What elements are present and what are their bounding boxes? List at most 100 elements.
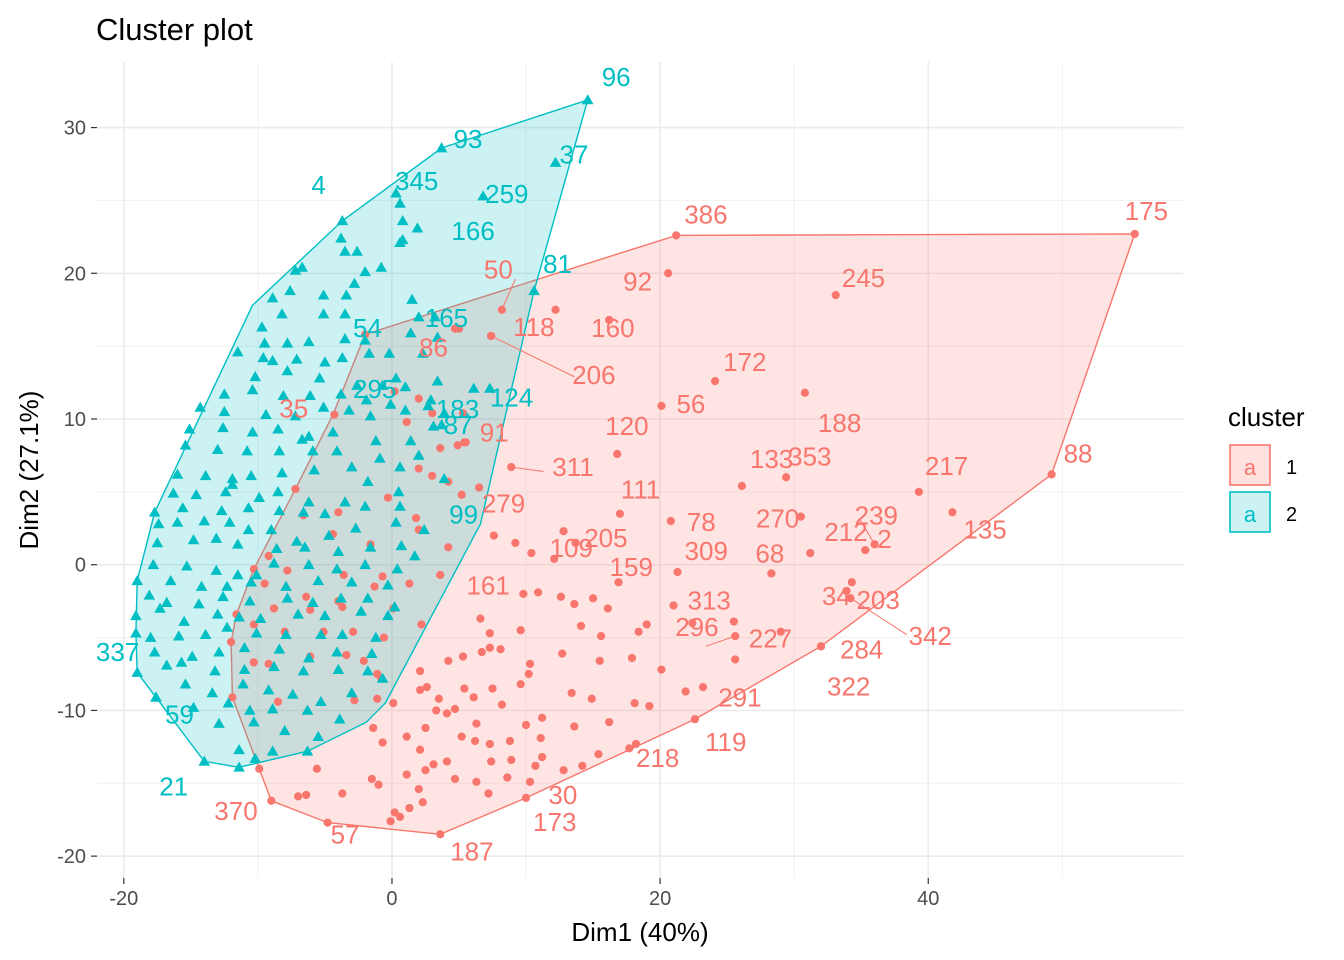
point-cluster-1 (450, 704, 460, 714)
point-cluster-1 (597, 632, 606, 641)
point-cluster-2 (383, 347, 396, 358)
point-cluster-2 (370, 631, 382, 642)
label-leader-line (859, 519, 876, 545)
point-cluster-1 (414, 394, 423, 403)
point-label: 206 (572, 360, 615, 390)
chart-title: Cluster plot (96, 12, 253, 47)
point-cluster-1 (405, 579, 414, 588)
point-cluster-2 (148, 506, 161, 517)
point-label: 34 (822, 581, 851, 611)
point-label: 160 (591, 313, 634, 343)
point-cluster-1 (361, 330, 370, 339)
point-cluster-2 (296, 433, 308, 444)
point-cluster-2 (130, 627, 142, 638)
point-cluster-1 (576, 621, 586, 631)
point-cluster-2 (376, 672, 389, 683)
point-label: 205 (584, 523, 627, 553)
point-cluster-1 (605, 315, 614, 325)
point-cluster-1 (379, 633, 389, 642)
point-cluster-2 (284, 284, 296, 296)
point-cluster-1 (587, 694, 596, 703)
point-cluster-1 (453, 441, 462, 450)
point-cluster-1 (627, 653, 637, 663)
label-leader-line (511, 466, 544, 472)
x-tick-label: 20 (649, 888, 671, 910)
point-cluster-1 (429, 760, 438, 769)
point-cluster-2 (198, 755, 211, 766)
point-cluster-1 (414, 464, 423, 473)
point-label: 227 (749, 624, 792, 654)
point-cluster-1 (369, 723, 378, 733)
point-cluster-1 (571, 538, 580, 547)
point-label: 166 (451, 216, 494, 246)
point-cluster-1 (673, 567, 682, 577)
point-cluster-2 (270, 542, 283, 554)
point-cluster-2 (362, 475, 374, 487)
point-cluster-2 (404, 435, 417, 446)
point-cluster-2 (198, 515, 211, 526)
point-cluster-1 (383, 493, 393, 502)
point-label: 270 (756, 504, 799, 534)
point-cluster-1 (442, 709, 452, 718)
point-cluster-1 (269, 604, 279, 613)
point-cluster-1 (226, 637, 236, 647)
label-leader-line (850, 597, 908, 636)
point-cluster-1 (249, 658, 258, 667)
point-cluster-1 (390, 387, 399, 396)
point-cluster-2 (171, 516, 184, 527)
point-cluster-2 (332, 663, 345, 674)
point-cluster-1 (615, 509, 624, 518)
point-cluster-2 (340, 289, 353, 300)
point-cluster-2 (249, 370, 262, 382)
point-cluster-1 (389, 699, 398, 708)
point-cluster-2 (404, 327, 417, 338)
point-cluster-2 (392, 486, 405, 497)
point-cluster-1 (690, 715, 700, 724)
point-cluster-2 (382, 579, 394, 590)
point-cluster-1 (255, 764, 264, 773)
point-cluster-1 (485, 739, 494, 749)
point-cluster-2 (280, 628, 292, 640)
point-cluster-1 (302, 592, 311, 601)
point-cluster-2 (250, 569, 263, 580)
point-cluster-1 (782, 473, 791, 482)
point-cluster-2 (213, 646, 225, 657)
point-cluster-1 (664, 269, 673, 278)
point-cluster-2 (363, 347, 375, 358)
point-cluster-2 (256, 321, 268, 332)
point-cluster-1 (416, 666, 425, 676)
point-cluster-2 (323, 529, 335, 540)
point-cluster-2 (336, 352, 349, 363)
point-cluster-1 (588, 594, 598, 603)
point-label: 124 (490, 382, 533, 412)
point-cluster-2 (359, 334, 371, 345)
point-cluster-1 (631, 739, 641, 749)
point-cluster-1 (625, 744, 634, 753)
point-cluster-2 (364, 410, 377, 421)
point-label: 245 (842, 263, 885, 293)
point-cluster-2 (258, 337, 271, 348)
point-cluster-1 (847, 578, 856, 587)
point-cluster-2 (412, 311, 425, 322)
point-label: 173 (533, 807, 576, 837)
point-cluster-2 (336, 215, 349, 226)
point-cluster-1 (283, 566, 292, 575)
point-cluster-2 (317, 401, 330, 412)
label-leader-line (490, 335, 575, 378)
point-cluster-2 (422, 400, 434, 411)
point-cluster-1 (484, 789, 493, 798)
point-cluster-2 (268, 660, 280, 672)
point-cluster-2 (366, 647, 378, 658)
point-cluster-2 (181, 560, 193, 571)
point-cluster-2 (242, 523, 255, 535)
legend-key-2 (1229, 491, 1271, 533)
point-cluster-2 (290, 353, 303, 364)
point-cluster-2 (339, 496, 351, 507)
point-cluster-1 (630, 699, 639, 708)
point-cluster-2 (195, 580, 208, 591)
point-cluster-1 (418, 798, 427, 807)
point-cluster-1 (688, 618, 697, 628)
point-label: 96 (602, 62, 631, 92)
point-cluster-1 (470, 736, 480, 746)
point-cluster-1 (816, 642, 826, 651)
